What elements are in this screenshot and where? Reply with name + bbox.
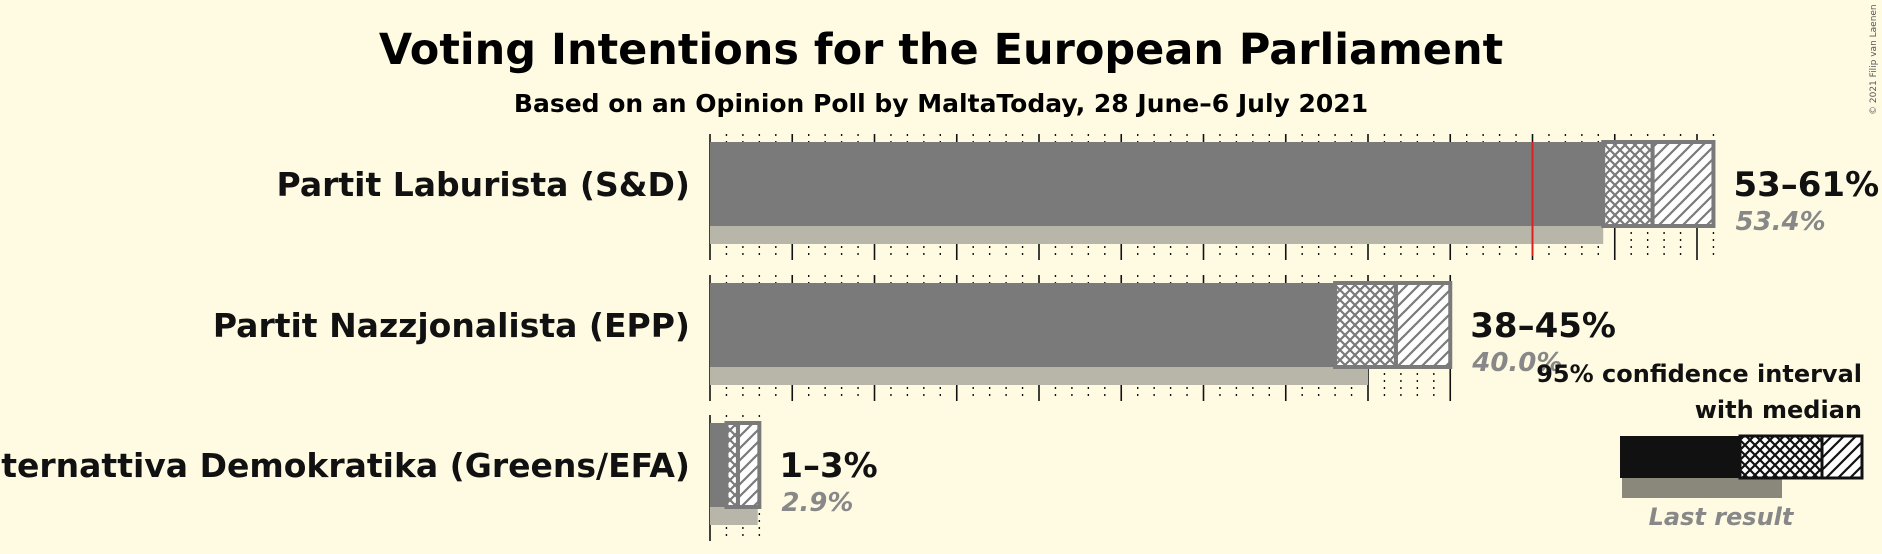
last-result-bar: [710, 365, 1368, 385]
legend: 95% confidence interval with median Last…: [1536, 360, 1864, 531]
ci-hatch-bar: [1393, 281, 1453, 369]
bar-row-0: Partit Laburista (S&D) 53–61%53.4%: [277, 134, 1879, 260]
party-label: Alternattiva Demokratika (Greens/EFA): [0, 446, 690, 485]
last-result-bar: [710, 505, 758, 525]
last-result-bar: [710, 224, 1604, 244]
ci-crosshatch-bar: [1333, 281, 1398, 369]
copyright: © 2021 Filip van Laenen: [1869, 4, 1879, 115]
range-label: 1–3%: [779, 446, 877, 486]
ci-solid-bar: [710, 423, 727, 507]
ci-solid-bar: [710, 283, 1336, 367]
range-label: 53–61%: [1733, 165, 1879, 205]
range-label: 38–45%: [1470, 306, 1616, 346]
ci-crosshatch-bar: [1601, 140, 1655, 228]
median-label: 2.9%: [781, 488, 853, 518]
party-label: Partit Laburista (S&D): [277, 165, 690, 204]
ci-hatch-bar: [1650, 140, 1716, 228]
bar-row-2: Alternattiva Demokratika (Greens/EFA) 1–3…: [0, 415, 878, 541]
ci-solid-bar: [710, 142, 1604, 226]
legend-ci-hatch: [1820, 434, 1864, 480]
legend-text-line1: 95% confidence interval: [1536, 360, 1862, 388]
bar-row-1: Partit Nazzjonalista (EPP) 38–45%40.0%: [213, 275, 1616, 401]
median-label: 53.4%: [1735, 207, 1825, 237]
bar-rows: Partit Laburista (S&D) 53–61%53.4%Partit …: [0, 134, 1879, 541]
legend-text-line2: with median: [1695, 396, 1862, 424]
ci-hatch-bar: [735, 421, 762, 509]
legend-ci-crosshatch: [1738, 434, 1824, 480]
chart-subtitle: Based on an Opinion Poll by MaltaToday, …: [514, 89, 1368, 118]
chart-title: Voting Intentions for the European Parli…: [379, 25, 1503, 75]
median-label: 40.0%: [1471, 348, 1562, 378]
legend-ci-solid: [1620, 436, 1740, 478]
legend-last-result-label: Last result: [1649, 503, 1795, 531]
party-label: Partit Nazzjonalista (EPP): [213, 306, 690, 345]
